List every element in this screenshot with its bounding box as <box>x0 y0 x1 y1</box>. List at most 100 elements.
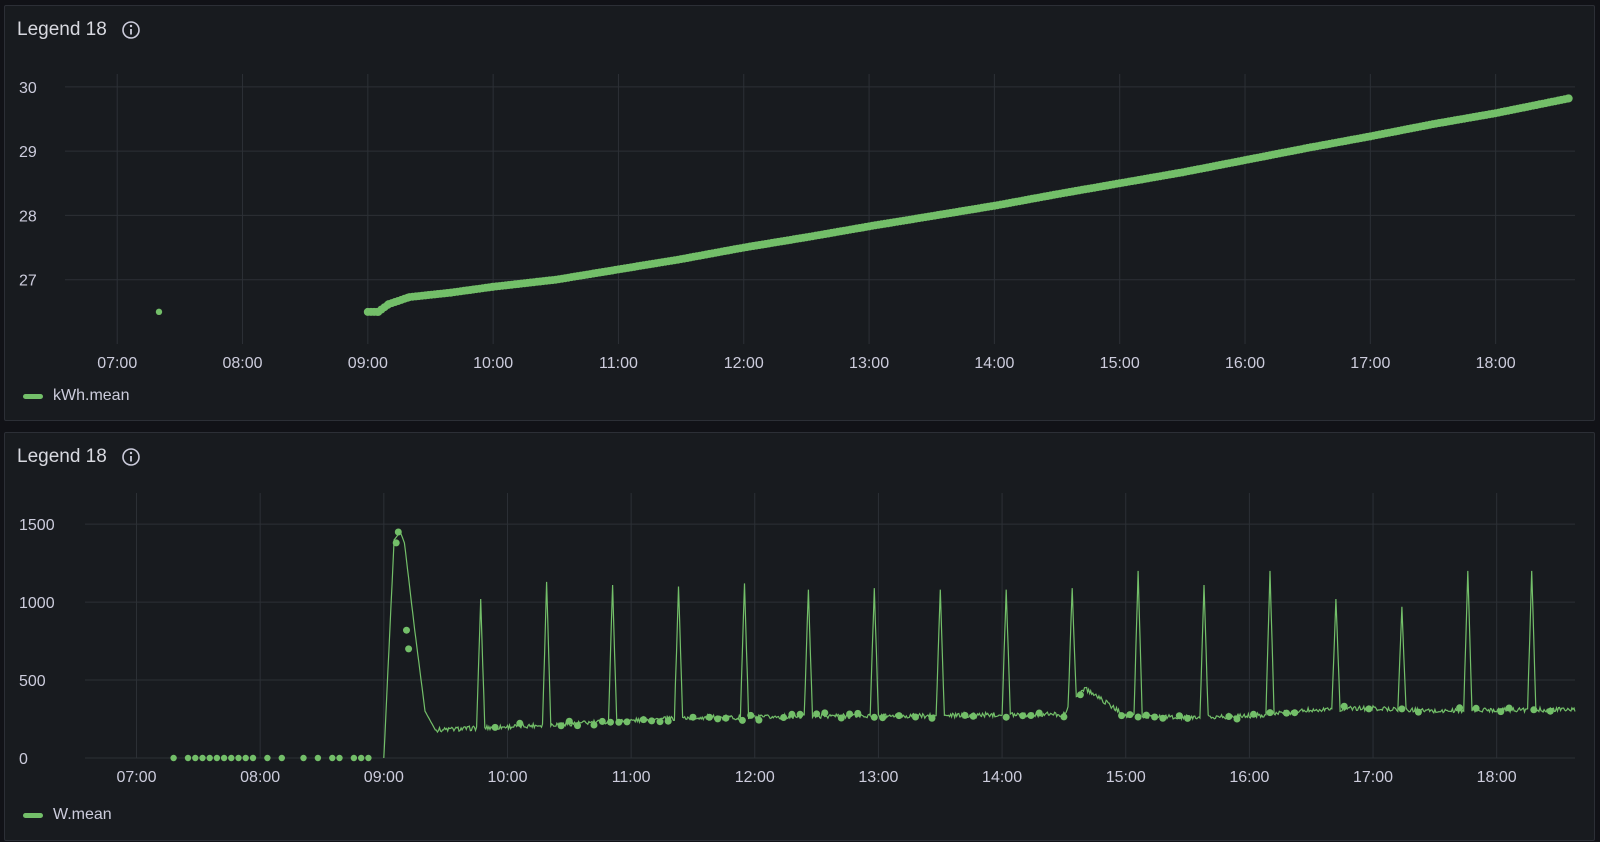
data-point <box>192 754 199 762</box>
x-tick-label: 11:00 <box>612 769 651 786</box>
data-point <box>615 718 623 726</box>
data-point <box>1035 709 1043 717</box>
x-tick-label: 12:00 <box>735 769 775 786</box>
data-point <box>329 754 336 762</box>
x-tick-label: 13:00 <box>858 769 898 786</box>
y-tick-label: 1000 <box>19 595 55 612</box>
data-point <box>796 710 804 718</box>
data-point <box>1414 708 1422 716</box>
y-tick-label: 28 <box>19 208 37 225</box>
panel-title[interactable]: Legend 18 <box>17 446 107 467</box>
data-point <box>1184 714 1192 722</box>
data-point <box>314 754 322 762</box>
x-tick-label: 09:00 <box>364 769 404 786</box>
x-tick-label: 09:00 <box>348 355 388 372</box>
data-point <box>1472 704 1480 712</box>
legend-label: W.mean <box>53 806 112 823</box>
x-tick-label: 17:00 <box>1353 769 1393 786</box>
data-point <box>788 710 796 718</box>
data-point <box>1134 713 1142 721</box>
data-point <box>689 713 697 721</box>
data-point <box>961 711 969 719</box>
panel-header: Legend 18 <box>17 18 141 42</box>
data-point <box>403 626 410 634</box>
data-point <box>1266 709 1274 717</box>
data-point <box>813 710 821 718</box>
y-tick-label: 1500 <box>19 517 55 534</box>
data-point <box>1283 709 1290 717</box>
info-icon[interactable] <box>121 20 141 40</box>
data-point <box>846 710 854 718</box>
data-point <box>1126 711 1134 719</box>
data-point <box>714 715 722 723</box>
data-point <box>249 754 257 762</box>
x-tick-label: 18:00 <box>1477 769 1517 786</box>
data-point <box>206 754 213 762</box>
panel-title[interactable]: Legend 18 <box>17 19 107 40</box>
legend-item-w[interactable]: W.mean <box>23 806 112 824</box>
x-tick-label: 14:00 <box>982 769 1022 786</box>
legend-item-kwh[interactable]: kWh.mean <box>23 387 129 405</box>
data-point <box>755 716 763 724</box>
x-tick-label: 18:00 <box>1476 355 1516 372</box>
x-tick-label: 17:00 <box>1350 355 1390 372</box>
x-tick-label: 07:00 <box>97 355 137 372</box>
data-point <box>565 717 573 725</box>
data-point <box>1340 702 1348 710</box>
data-point <box>350 754 358 762</box>
data-point <box>1060 713 1068 721</box>
legend-swatch <box>23 812 43 818</box>
data-point <box>278 754 285 762</box>
data-point <box>780 714 788 721</box>
data-point <box>155 308 163 316</box>
data-point <box>300 754 307 762</box>
data-point <box>747 711 755 719</box>
data-point <box>1019 712 1027 720</box>
data-point <box>213 754 221 762</box>
data-point <box>1546 707 1554 715</box>
data-point <box>928 714 936 722</box>
data-point <box>1505 704 1513 712</box>
data-point <box>1118 712 1126 720</box>
data-point <box>895 712 903 720</box>
data-point <box>969 712 977 720</box>
data-point <box>821 709 829 717</box>
x-tick-label: 15:00 <box>1100 355 1140 372</box>
data-point <box>1027 712 1035 719</box>
data-point <box>491 723 499 731</box>
data-point <box>598 717 606 725</box>
data-point <box>607 718 614 726</box>
data-point <box>516 719 524 727</box>
info-icon[interactable] <box>121 447 141 467</box>
data-point <box>220 754 228 762</box>
data-point <box>1225 713 1233 720</box>
x-tick-label: 16:00 <box>1229 769 1269 786</box>
data-point <box>574 722 581 730</box>
data-point <box>199 754 206 762</box>
x-tick-label: 16:00 <box>1225 355 1265 372</box>
data-point <box>870 713 878 721</box>
data-point <box>228 754 235 762</box>
x-tick-label: 08:00 <box>240 769 280 786</box>
w-panel: Legend 18 07:00 08:00 09:00 10:00 11:00 12:00… <box>4 432 1595 841</box>
data-point <box>1398 705 1406 713</box>
data-point <box>1456 704 1464 712</box>
data-point <box>640 716 647 724</box>
data-point <box>1076 691 1084 699</box>
data-point <box>1564 94 1573 103</box>
kwh-chart[interactable]: 07:00 08:00 09:00 10:00 11:00 12:00 13:00 14:00… <box>5 6 1596 422</box>
data-point <box>1002 713 1010 721</box>
x-tick-label: 14:00 <box>974 355 1014 372</box>
panel-header: Legend 18 <box>17 445 141 469</box>
y-tick-label: 30 <box>19 80 37 97</box>
data-point <box>358 754 365 762</box>
y-tick-label: 0 <box>19 751 28 768</box>
data-point <box>854 709 862 717</box>
data-point <box>170 754 177 762</box>
data-point <box>879 714 887 722</box>
data-point <box>365 754 372 762</box>
data-point <box>1175 712 1183 720</box>
w-chart[interactable]: 07:00 08:00 09:00 10:00 11:00 12:00 13:00 14:00… <box>5 433 1596 842</box>
data-point <box>648 717 656 725</box>
x-tick-label: 11:00 <box>599 355 638 372</box>
